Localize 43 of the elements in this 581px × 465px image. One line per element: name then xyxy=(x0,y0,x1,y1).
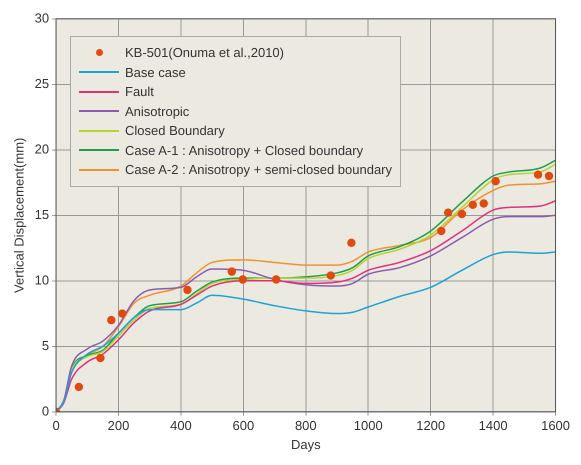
y-tick-label: 25 xyxy=(34,76,50,91)
point xyxy=(107,316,116,324)
point xyxy=(238,275,247,284)
legend-label: Case A-1 : Anisotropy + Closed boundary xyxy=(125,142,364,160)
x-tick-label: 0 xyxy=(52,418,60,434)
point xyxy=(347,238,356,248)
point xyxy=(491,177,500,186)
point xyxy=(183,286,192,294)
point xyxy=(437,226,446,236)
legend-label: KB-501(Onuma et al.,2010) xyxy=(125,44,284,62)
x-tick-label: 600 xyxy=(232,418,254,434)
x-tick-label: 800 xyxy=(294,418,317,434)
point xyxy=(480,199,488,208)
x-tick-label: 1000 xyxy=(354,418,383,434)
point xyxy=(272,275,280,284)
point xyxy=(74,382,84,392)
point xyxy=(544,172,554,180)
point xyxy=(96,354,105,362)
x-tick-label: 1600 xyxy=(541,418,570,434)
point xyxy=(468,200,478,210)
y-axis-title: Vertical Displacement(mm) xyxy=(11,138,26,293)
point xyxy=(228,267,236,276)
point xyxy=(118,309,126,318)
y-tick-label: 10 xyxy=(34,272,50,288)
legend-label: Anisotropic xyxy=(125,102,190,121)
legend-label: Case A-2 : Anisotropy + semi-closed boundary xyxy=(125,161,392,179)
legend-label: Fault xyxy=(125,83,154,101)
point xyxy=(326,271,335,280)
y-tick-label: 20 xyxy=(34,141,50,156)
x-axis-title: Days xyxy=(290,436,322,452)
y-tick-label: 15 xyxy=(34,206,50,222)
y-tick-label: 0 xyxy=(42,403,50,418)
point xyxy=(534,170,542,179)
x-tick-label: 1400 xyxy=(478,418,508,434)
x-tick-label: 1200 xyxy=(416,418,446,434)
x-tick-label: 400 xyxy=(170,418,192,434)
legend-label: Closed Boundary xyxy=(125,122,225,140)
y-tick-label: 30 xyxy=(34,10,50,26)
x-tick-label: 200 xyxy=(108,418,130,434)
legend-label: Base case xyxy=(125,64,186,82)
point xyxy=(458,210,466,218)
point xyxy=(444,208,452,217)
y-tick-label: 5 xyxy=(42,338,50,353)
